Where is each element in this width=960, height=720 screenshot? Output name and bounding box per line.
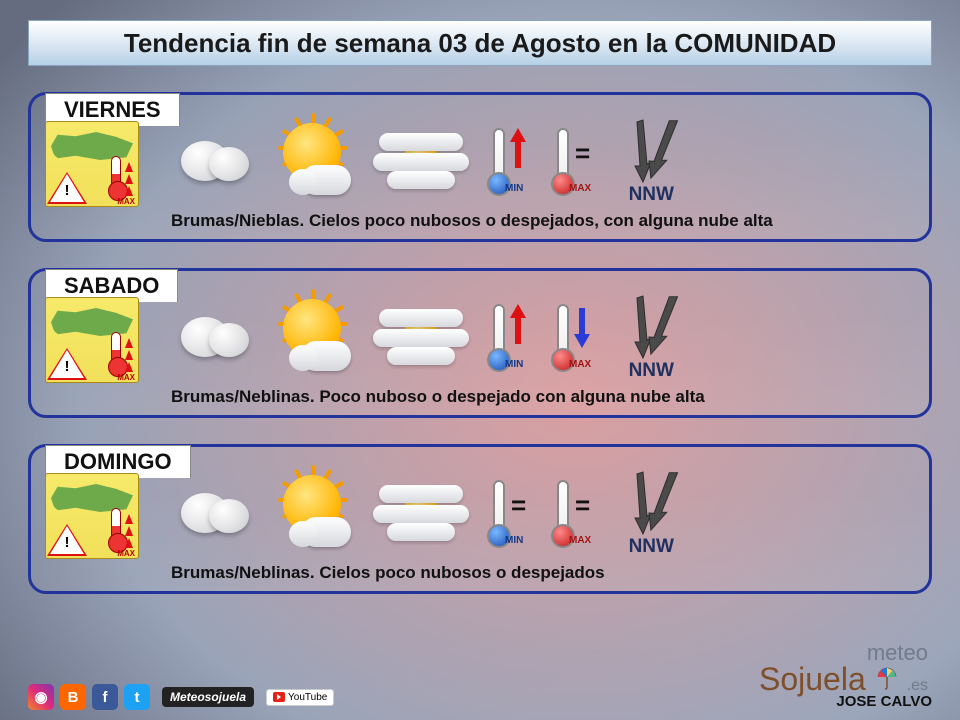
- thermo-min: MIN: [483, 124, 529, 196]
- day-card-viernes: VIERNES MAX MIN = MAX: [28, 92, 932, 242]
- fog-icon: [373, 127, 469, 191]
- wind-icon: NNW: [617, 116, 691, 202]
- logo-tld: .es: [907, 677, 928, 694]
- wind-icon: NNW: [617, 468, 691, 554]
- youtube-icon: [273, 692, 285, 702]
- handle-tag: Meteosojuela: [162, 687, 254, 707]
- umbrella-icon: [874, 664, 900, 693]
- social-icons: ◉ B f t Meteosojuela YouTube: [28, 684, 334, 710]
- footer: ◉ B f t Meteosojuela YouTube JOSE CALVO …: [28, 670, 932, 710]
- heat-alert-icon: MAX: [45, 121, 139, 207]
- instagram-icon: ◉: [28, 684, 54, 710]
- thermo-min: MIN: [483, 300, 529, 372]
- thermo-block: MIN = MAX: [483, 122, 603, 196]
- youtube-badge: YouTube: [266, 689, 334, 706]
- title-bar: Tendencia fin de semana 03 de Agosto en …: [28, 20, 932, 66]
- thermo-max: MAX: [547, 300, 593, 372]
- thermo-max: = MAX: [547, 124, 593, 196]
- heat-alert-icon: MAX: [45, 473, 139, 559]
- day-card-sabado: SABADO MAX MIN MAX: [28, 268, 932, 418]
- day-description: Brumas/Neblinas. Cielos poco nubosos o d…: [171, 563, 909, 583]
- cloud-icon: [175, 309, 253, 361]
- wind-icon: NNW: [617, 292, 691, 378]
- day-description: Brumas/Nieblas. Cielos poco nubosos o de…: [171, 211, 909, 231]
- sun-cloud-icon: [267, 295, 359, 375]
- wind-dir: NNW: [629, 184, 674, 206]
- cloud-icon: [175, 133, 253, 185]
- brand-logo: meteo Sojuela .es: [759, 643, 928, 694]
- sun-cloud-icon: [267, 471, 359, 551]
- twitter-icon: t: [124, 684, 150, 710]
- title-text: Tendencia fin de semana 03 de Agosto en …: [124, 28, 836, 59]
- day-description: Brumas/Neblinas. Poco nuboso o despejado…: [171, 387, 909, 407]
- heat-alert-icon: MAX: [45, 297, 139, 383]
- day-cards-container: VIERNES MAX MIN = MAX: [28, 92, 932, 594]
- thermo-block: = MIN = MAX: [483, 474, 603, 548]
- thermo-min: = MIN: [483, 476, 529, 548]
- logo-line1: meteo: [867, 640, 928, 665]
- wind-dir: NNW: [629, 536, 674, 558]
- blogger-icon: B: [60, 684, 86, 710]
- logo-line2: Sojuela: [759, 661, 866, 697]
- youtube-text: YouTube: [288, 692, 327, 703]
- fog-icon: [373, 303, 469, 367]
- thermo-max: = MAX: [547, 476, 593, 548]
- day-card-domingo: DOMINGO MAX = MIN = MAX: [28, 444, 932, 594]
- sun-cloud-icon: [267, 119, 359, 199]
- thermo-block: MIN MAX: [483, 298, 603, 372]
- fog-icon: [373, 479, 469, 543]
- wind-dir: NNW: [629, 360, 674, 382]
- facebook-icon: f: [92, 684, 118, 710]
- cloud-icon: [175, 485, 253, 537]
- infographic-root: Tendencia fin de semana 03 de Agosto en …: [0, 0, 960, 720]
